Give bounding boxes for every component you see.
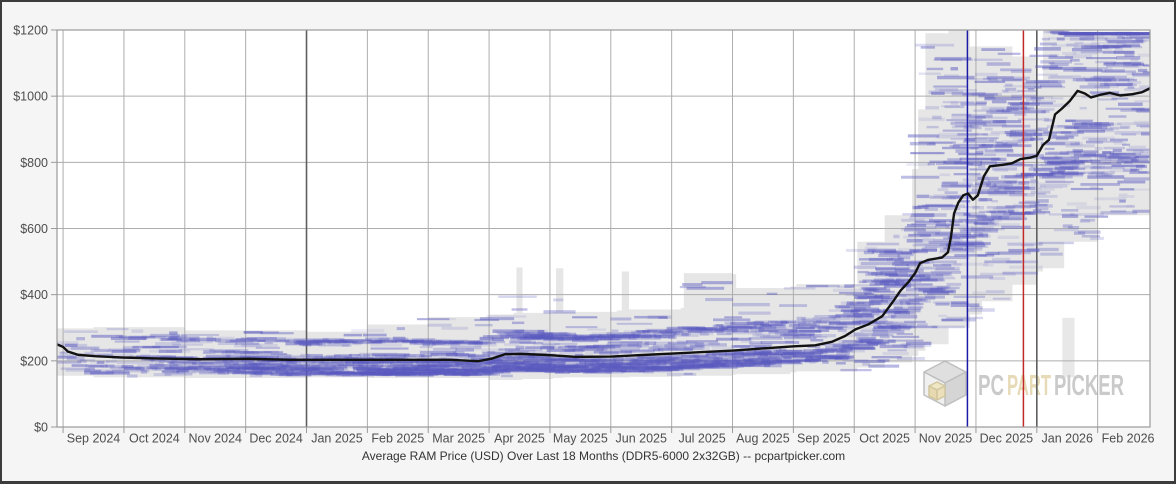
x-tick-label: Oct 2024 <box>129 432 180 446</box>
x-tick-label: Feb 2025 <box>371 432 424 446</box>
y-tick-label: $1000 <box>13 90 48 104</box>
watermark-text-picker: PICKER <box>1054 370 1124 402</box>
x-tick-label: Apr 2025 <box>494 432 545 446</box>
y-tick-label: $0 <box>34 421 48 435</box>
y-tick-label: $600 <box>20 222 48 236</box>
x-axis-labels: Sep 2024 Oct 2024 Nov 2024 Dec 2024 Jan 2025… <box>67 432 1155 446</box>
x-tick-label: May 2025 <box>553 432 608 446</box>
range-band <box>57 30 1150 381</box>
y-tick-label: $800 <box>20 156 48 170</box>
axis-ticks <box>51 29 1099 433</box>
x-tick-label: Jan 2025 <box>311 432 362 446</box>
watermark-text-pc: PC <box>978 370 1004 402</box>
x-tick-label: Oct 2025 <box>859 432 910 446</box>
x-tick-label: Nov 2024 <box>188 432 242 446</box>
y-tick-label: $400 <box>20 288 48 302</box>
y-tick-label: $200 <box>20 354 48 368</box>
x-tick-label: Mar 2025 <box>432 432 485 446</box>
chart-title: Average RAM Price (USD) Over Last 18 Mon… <box>361 449 846 463</box>
listing-marks <box>57 30 1150 378</box>
x-tick-label: Sep 2024 <box>67 432 121 446</box>
y-axis-labels: $0 $200 $400 $600 $800 $1000 $1200 <box>13 24 48 435</box>
x-tick-label: Jun 2025 <box>616 432 667 446</box>
x-tick-label: Dec 2024 <box>249 432 303 446</box>
pcpartpicker-watermark: PC PART PICKER <box>923 360 1124 407</box>
x-tick-label: Sep 2025 <box>797 432 851 446</box>
x-tick-label: Aug 2025 <box>736 432 790 446</box>
y-tick-label: $1200 <box>13 24 48 38</box>
x-tick-label: Dec 2025 <box>980 432 1034 446</box>
x-tick-label: Jan 2026 <box>1042 432 1093 446</box>
x-tick-label: Feb 2026 <box>1102 432 1155 446</box>
x-tick-label: Nov 2025 <box>919 432 973 446</box>
average-price-line <box>57 87 1150 363</box>
x-tick-label: Jul 2025 <box>678 432 725 446</box>
watermark-text-part: PART <box>1007 370 1051 402</box>
